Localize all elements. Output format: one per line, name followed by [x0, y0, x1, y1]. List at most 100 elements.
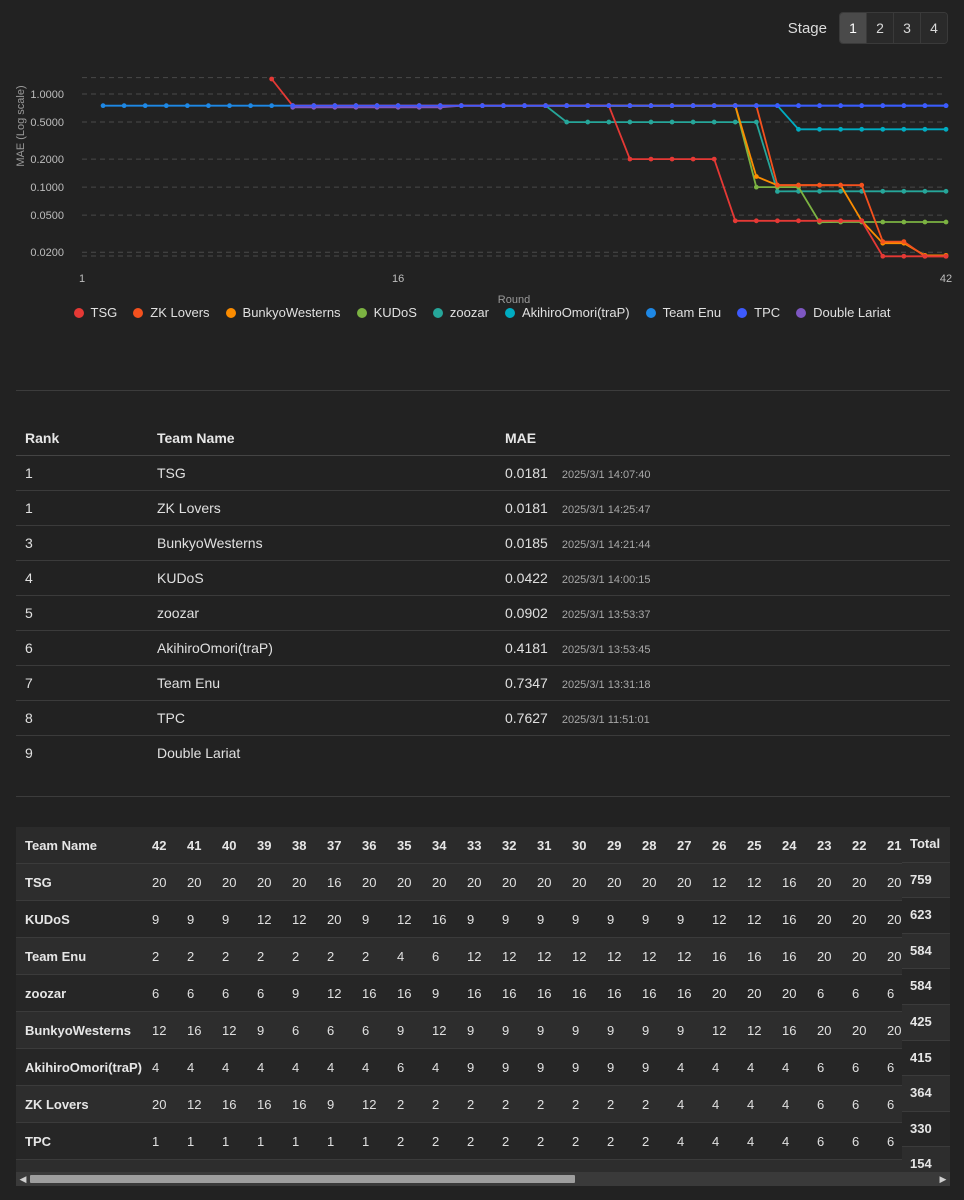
- score-row: KUDoS 9 9 9 12 12 20 9 12 16 9 9 9 9 9 9 9 12 12 16 20 20 20: [16, 900, 922, 938]
- round-header[interactable]: 23: [817, 827, 852, 864]
- scroll-right-icon[interactable]: ▶: [939, 1174, 947, 1184]
- round-score-cell: 20: [257, 863, 292, 901]
- series-point: [585, 119, 591, 125]
- submission-timestamp: 2025/3/1 13:53:45: [561, 644, 651, 656]
- series-point: [753, 174, 759, 179]
- legend-item[interactable]: KUDoS: [356, 305, 417, 320]
- team-name-header[interactable]: Team Name: [148, 420, 496, 456]
- round-header[interactable]: 34: [432, 827, 467, 864]
- round-score-cell: 1: [257, 1122, 292, 1160]
- total-cell: 330: [902, 1111, 950, 1148]
- legend-swatch: [225, 307, 236, 318]
- round-score-cell: 6: [852, 1048, 887, 1086]
- horizontal-scrollbar[interactable]: ◀ ▶: [16, 1172, 950, 1186]
- team-name-cell: Double Lariat: [16, 1159, 152, 1172]
- mae-header[interactable]: MAE: [496, 420, 950, 456]
- stage-button-4[interactable]: 4: [920, 13, 947, 43]
- total-header[interactable]: Total: [902, 827, 950, 863]
- x-tick-label: 16: [392, 273, 404, 285]
- legend-item[interactable]: TSG: [73, 305, 117, 320]
- legend-item[interactable]: AkihiroOmori(traP): [504, 305, 630, 320]
- series-point: [943, 126, 949, 132]
- series-point: [838, 218, 844, 224]
- series-point: [669, 103, 675, 109]
- team-name-cell: ZK Lovers: [16, 1085, 152, 1123]
- round-header[interactable]: 39: [257, 827, 292, 864]
- round-header[interactable]: 28: [642, 827, 677, 864]
- series-point: [838, 182, 844, 188]
- mae-value: 0.0181: [505, 500, 548, 516]
- round-header[interactable]: 24: [782, 827, 817, 864]
- round-header[interactable]: 37: [327, 827, 362, 864]
- legend-item[interactable]: ZK Lovers: [133, 305, 210, 320]
- series-point: [543, 103, 549, 109]
- series-point: [269, 76, 275, 82]
- rank-cell: 4: [16, 560, 148, 596]
- round-score-cell: 20: [502, 863, 537, 901]
- ranking-row: 7 Team Enu 0.7347 2025/3/1 13:31:18: [16, 665, 950, 701]
- rank-header[interactable]: Rank: [16, 420, 148, 456]
- round-header[interactable]: 40: [222, 827, 257, 864]
- round-score-cell: 12: [677, 937, 712, 975]
- round-score-cell: 12: [712, 1011, 747, 1049]
- legend-item[interactable]: Double Lariat: [796, 305, 890, 320]
- round-header[interactable]: 22: [852, 827, 887, 864]
- round-header[interactable]: 36: [362, 827, 397, 864]
- stage-button-1[interactable]: 1: [840, 13, 866, 43]
- round-score-cell: 16: [642, 974, 677, 1012]
- chart-legend: TSG ZK Lovers BunkyoWesterns KUDoS zoozar Aki…: [0, 305, 964, 320]
- y-tick-label: 0.5000: [30, 117, 64, 129]
- round-header[interactable]: 33: [467, 827, 502, 864]
- series-point: [732, 119, 738, 125]
- submission-timestamp: 2025/3/1 13:31:18: [561, 679, 651, 691]
- series-point: [753, 184, 759, 190]
- round-header[interactable]: 30: [572, 827, 607, 864]
- legend-item[interactable]: BunkyoWesterns: [225, 305, 341, 320]
- stage-button-3[interactable]: 3: [893, 13, 920, 43]
- team-name-header[interactable]: Team Name: [16, 827, 152, 864]
- round-header[interactable]: 32: [502, 827, 537, 864]
- scroll-left-icon[interactable]: ◀: [19, 1174, 27, 1184]
- series-point: [901, 219, 907, 225]
- round-header[interactable]: 25: [747, 827, 782, 864]
- round-score-cell: 6: [397, 1048, 432, 1086]
- round-score-cell: 6: [852, 1122, 887, 1160]
- y-tick-label: 1.0000: [30, 89, 64, 101]
- total-cell: 584: [902, 933, 950, 970]
- round-score-cell: 12: [327, 974, 362, 1012]
- round-score-cell: 16: [677, 974, 712, 1012]
- section-divider: [16, 796, 950, 797]
- ranking-row: 8 TPC 0.7627 2025/3/1 11:51:01: [16, 700, 950, 736]
- round-header[interactable]: 42: [152, 827, 187, 864]
- series-point: [753, 218, 759, 224]
- round-header[interactable]: 31: [537, 827, 572, 864]
- series-point: [711, 156, 717, 162]
- scrollbar-thumb[interactable]: [30, 1175, 575, 1183]
- round-header[interactable]: 41: [187, 827, 222, 864]
- round-score-cell: 4: [397, 937, 432, 975]
- series-point: [248, 103, 253, 109]
- rank-cell: 1: [16, 455, 148, 491]
- round-score-cell: 1: [292, 1122, 327, 1160]
- legend-item[interactable]: TPC: [737, 305, 780, 320]
- round-scores-table[interactable]: Team Name 42 41 40 39 38 37 36 35 34 33 32 31 30 29 28 2…: [16, 827, 950, 1172]
- round-header[interactable]: 35: [397, 827, 432, 864]
- submission-timestamp: 2025/3/1 14:25:47: [561, 504, 651, 516]
- round-score-cell: 9: [642, 900, 677, 938]
- legend-item[interactable]: Team Enu: [645, 305, 721, 320]
- round-score-cell: 20: [607, 863, 642, 901]
- round-header[interactable]: 29: [607, 827, 642, 864]
- round-score-cell: 6: [222, 974, 257, 1012]
- series-point: [142, 103, 148, 109]
- stage-button-2[interactable]: 2: [866, 13, 893, 43]
- round-header[interactable]: 26: [712, 827, 747, 864]
- round-header[interactable]: 38: [292, 827, 327, 864]
- round-score-cell: 9: [397, 1011, 432, 1049]
- round-score-cell: 6: [817, 1048, 852, 1086]
- round-score-cell: 12: [747, 900, 782, 938]
- legend-swatch: [645, 307, 656, 318]
- round-score-cell: 16: [327, 863, 362, 901]
- legend-item[interactable]: zoozar: [432, 305, 489, 320]
- round-header[interactable]: 27: [677, 827, 712, 864]
- round-score-cell: 4: [712, 1122, 747, 1160]
